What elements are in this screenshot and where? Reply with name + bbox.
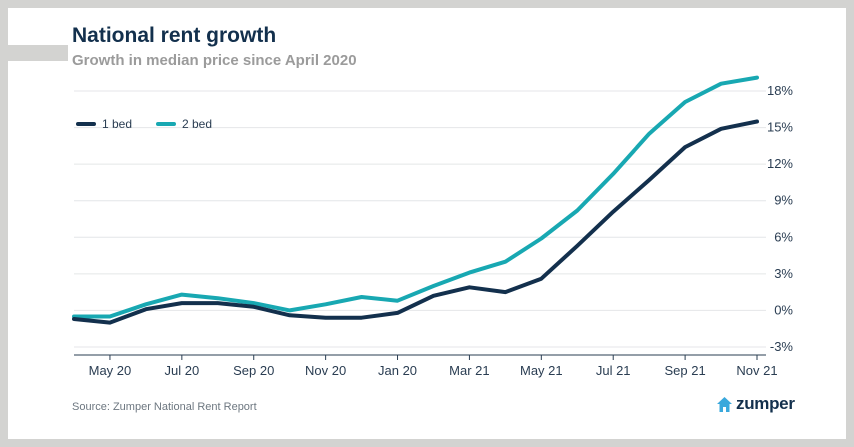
y-tick-label: -3% bbox=[770, 339, 794, 354]
source-note: Source: Zumper National Rent Report bbox=[72, 401, 257, 413]
x-tick-label: May 21 bbox=[520, 363, 563, 378]
y-tick-label: 6% bbox=[774, 229, 793, 244]
x-tick-label: Sep 21 bbox=[665, 363, 706, 378]
y-tick-label: 3% bbox=[774, 266, 793, 281]
house-icon bbox=[717, 396, 732, 412]
x-tick-label: Jan 20 bbox=[378, 363, 417, 378]
legend[interactable]: 1 bed 2 bed bbox=[76, 117, 212, 131]
x-tick-label: Sep 20 bbox=[233, 363, 274, 378]
y-tick-label: 9% bbox=[774, 193, 793, 208]
chart-card bbox=[8, 8, 846, 439]
series-line-1-bed bbox=[72, 119, 759, 325]
y-tick-label: 0% bbox=[774, 302, 793, 317]
legend-label-2-bed: 2 bed bbox=[182, 117, 212, 131]
x-tick-label: Nov 21 bbox=[736, 363, 777, 378]
legend-label-1-bed: 1 bed bbox=[102, 117, 132, 131]
series-line-2-bed bbox=[72, 75, 759, 319]
brand-logo[interactable]: zumper bbox=[716, 394, 795, 414]
series-lines bbox=[72, 75, 759, 325]
brand-name: zumper bbox=[736, 394, 795, 413]
grid-lines bbox=[74, 90, 766, 348]
x-tick-label: Jul 20 bbox=[164, 363, 199, 378]
chart-title: National rent growth bbox=[72, 24, 277, 47]
x-tick-label: Jul 21 bbox=[596, 363, 631, 378]
y-axis-ticks: -3% 0% 3% 6% 9% 12% 15% 18% bbox=[767, 83, 793, 354]
y-tick-label: 18% bbox=[767, 83, 793, 98]
y-tick-label: 12% bbox=[767, 156, 793, 171]
x-tick-label: May 20 bbox=[89, 363, 132, 378]
card-tab-accent bbox=[8, 45, 68, 61]
x-tick-label: Mar 21 bbox=[449, 363, 489, 378]
y-tick-label: 15% bbox=[767, 120, 793, 135]
chart-subtitle: Growth in median price since April 2020 bbox=[72, 52, 357, 69]
x-tick-label: Nov 20 bbox=[305, 363, 346, 378]
x-axis-ticks: May 20 Jul 20 Sep 20 Nov 20 Jan 20 Mar 21 May … bbox=[74, 354, 778, 378]
